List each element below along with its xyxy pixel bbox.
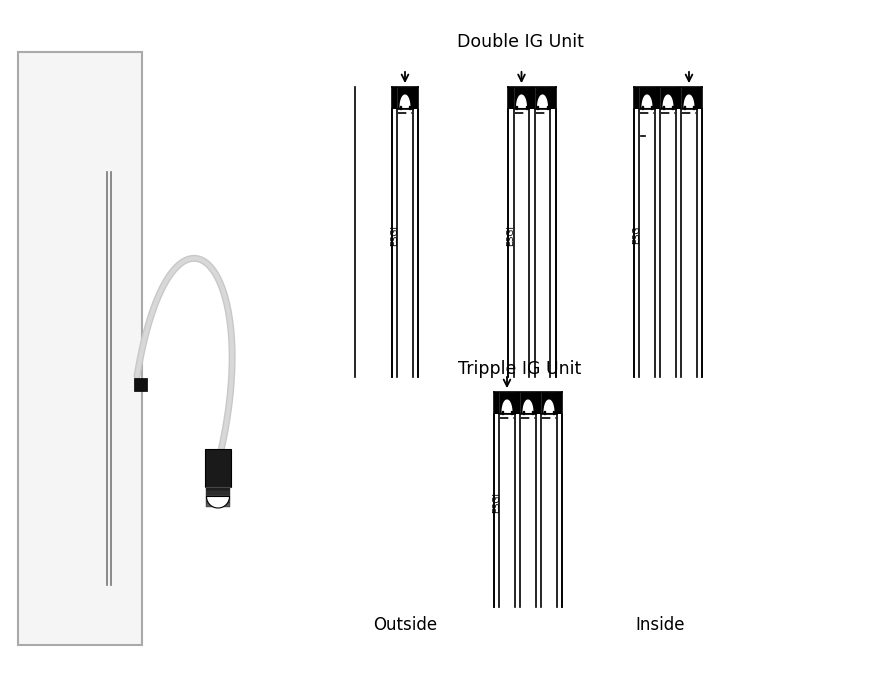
Bar xyxy=(206,495,230,498)
Polygon shape xyxy=(523,400,533,412)
Bar xyxy=(500,392,514,414)
Polygon shape xyxy=(642,95,651,107)
Polygon shape xyxy=(502,400,512,412)
Bar xyxy=(550,87,555,109)
Bar xyxy=(206,499,230,503)
Bar xyxy=(412,87,419,109)
Bar xyxy=(651,106,652,109)
Text: Double IG Unit: Double IG Unit xyxy=(457,33,583,51)
Bar xyxy=(206,487,230,491)
Polygon shape xyxy=(517,95,527,107)
Bar xyxy=(205,449,231,487)
Bar xyxy=(409,106,410,109)
Bar xyxy=(521,392,535,414)
Bar xyxy=(526,106,527,109)
Bar xyxy=(684,106,685,109)
Bar xyxy=(554,411,555,413)
Polygon shape xyxy=(400,95,410,107)
Text: ESGI: ESGI xyxy=(390,224,399,245)
Bar xyxy=(535,87,550,109)
Bar xyxy=(663,106,664,109)
Text: Inside: Inside xyxy=(635,616,685,634)
Text: ESGI: ESGI xyxy=(507,224,515,245)
Polygon shape xyxy=(685,95,694,107)
Bar xyxy=(398,87,412,109)
Bar xyxy=(693,106,694,109)
Bar xyxy=(511,411,512,413)
Polygon shape xyxy=(538,95,548,107)
Bar xyxy=(634,87,639,109)
Text: ESG: ESG xyxy=(632,226,641,244)
Bar xyxy=(660,87,676,109)
Bar xyxy=(514,87,529,109)
Bar xyxy=(655,87,660,109)
Text: ESGI: ESGI xyxy=(492,492,501,513)
Polygon shape xyxy=(544,400,554,412)
Bar xyxy=(399,106,400,109)
Bar xyxy=(392,87,398,109)
Bar xyxy=(134,378,147,391)
Bar xyxy=(676,87,681,109)
Bar xyxy=(681,87,697,109)
Bar xyxy=(18,52,142,645)
Bar xyxy=(516,106,517,109)
Bar xyxy=(514,392,521,414)
Bar xyxy=(508,87,514,109)
Bar xyxy=(642,106,643,109)
Bar xyxy=(542,392,556,414)
Polygon shape xyxy=(664,95,673,107)
Bar xyxy=(672,106,673,109)
Bar xyxy=(501,411,502,413)
Bar xyxy=(535,392,542,414)
Polygon shape xyxy=(207,496,229,508)
Bar xyxy=(206,503,230,507)
Bar xyxy=(206,491,230,494)
Bar xyxy=(537,106,538,109)
Text: Tripple IG Unit: Tripple IG Unit xyxy=(459,360,582,378)
Bar xyxy=(529,87,535,109)
Bar xyxy=(697,87,702,109)
Bar xyxy=(547,106,548,109)
Bar xyxy=(556,392,562,414)
Bar xyxy=(494,392,500,414)
Bar xyxy=(532,411,534,413)
Bar xyxy=(544,411,545,413)
Text: Outside: Outside xyxy=(373,616,437,634)
Bar xyxy=(639,87,655,109)
Bar xyxy=(522,411,524,413)
